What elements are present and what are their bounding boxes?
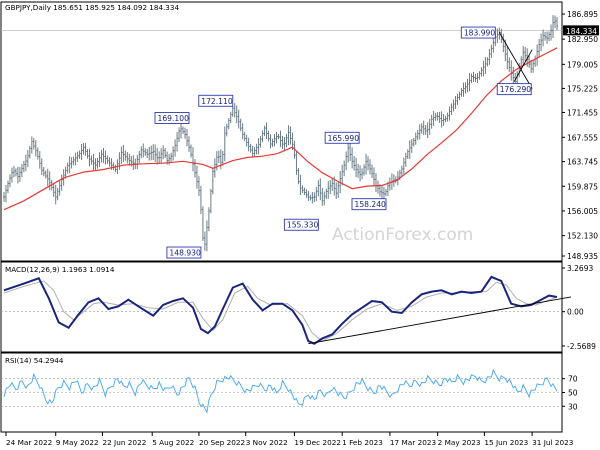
- macd-header: MACD(12,26,9) 1.1963 1.0914: [5, 265, 115, 274]
- rsi-y-tick-label: 30: [568, 402, 578, 411]
- annotation-label: 169.100: [158, 114, 190, 123]
- price-y-tick-label: 171.455: [567, 108, 598, 117]
- annotation-box: [460, 26, 496, 39]
- x-tick-label: 1 Feb 2023: [342, 438, 383, 447]
- x-tick-label: 17 Mar 2023: [390, 438, 437, 447]
- annotation-box: [496, 83, 532, 96]
- price-bars: [3, 15, 558, 252]
- annotation-label: 165.990: [328, 134, 360, 143]
- x-tick-label: 20 Sep 2022: [199, 438, 245, 447]
- macd-trendline: [308, 296, 572, 345]
- x-tick-label: 15 Jun 2023: [484, 438, 528, 447]
- annotation-label: 155.330: [287, 221, 319, 230]
- current-price-label: 184.334: [566, 27, 597, 36]
- price-y-tick-label: 159.875: [567, 182, 598, 191]
- wedge-line: [513, 49, 533, 82]
- price-y-tick-label: 179.005: [567, 60, 598, 69]
- x-tick-label: 24 Mar 2022: [6, 438, 52, 447]
- macd-y-tick-label: 0.00: [567, 308, 584, 317]
- wedge-line: [498, 32, 533, 89]
- macd-frame: [0, 261, 563, 353]
- rsi-y-tick-label: 70: [568, 375, 578, 384]
- annotation-label: 158.240: [354, 200, 386, 209]
- price-y-tick-label: 186.895: [567, 10, 598, 19]
- price-y-tick-label: 152.130: [567, 232, 598, 241]
- macd-panel: 3.2693 0.00 -2.5689 MACD(12,26,9) 1.1963 1.…: [0, 261, 596, 353]
- price-y-tick-label: 148.935: [567, 252, 598, 261]
- x-tick-label: 3 Nov 2022: [246, 438, 288, 447]
- price-y-tick-label: 175.225: [567, 84, 598, 93]
- price-y-tick-label: 163.745: [567, 158, 598, 167]
- rsi-line: [3, 368, 558, 414]
- price-y-tick-label: 182.950: [567, 35, 598, 44]
- annotation-label: 148.930: [169, 249, 201, 258]
- x-tick-label: 2 May 2023: [438, 438, 481, 447]
- annotation-box: [283, 218, 319, 231]
- annotation-box: [324, 131, 360, 144]
- x-tick-label: 5 Aug 2022: [152, 438, 194, 447]
- price-y-tick-label: 156.005: [567, 207, 598, 216]
- price-frame: [0, 1, 563, 262]
- annotation-box: [198, 94, 234, 107]
- annotation-label: 176.290: [500, 85, 532, 94]
- x-tick-label: 19 Dec 2022: [294, 438, 341, 447]
- macd-line: [3, 275, 558, 345]
- macd-y-tick-label: 3.2693: [567, 264, 593, 273]
- rsi-header: RSI(14) 54.2944: [5, 356, 64, 365]
- annotation-label: 183.990: [464, 29, 496, 38]
- x-axis: 24 Mar 2022 9 May 2022 22 Jun 2022 5 Aug 20…: [5, 432, 574, 447]
- watermark: ActionForex.com: [332, 225, 473, 245]
- x-tick-label: 31 Jul 2023: [532, 438, 574, 447]
- annotation-box: [154, 112, 190, 124]
- x-tick-label: 22 Jun 2022: [102, 438, 146, 447]
- price-panel: 186.895 182.950 179.005 175.225 171.455 167.5…: [0, 1, 599, 262]
- macd-y-tick-label: -2.5689: [567, 342, 596, 351]
- price-y-tick-label: 167.555: [567, 133, 598, 142]
- annotation-box: [166, 246, 202, 259]
- rsi-y-tick-label: 50: [568, 389, 578, 398]
- x-tick-label: 9 May 2022: [56, 438, 99, 447]
- rsi-panel: 70 50 30 RSI(14) 54.2944: [0, 352, 578, 433]
- annotation-box: [351, 198, 387, 211]
- annotation-label: 172.110: [201, 97, 233, 106]
- current-price-box: [563, 25, 599, 36]
- moving-average-line: [3, 47, 558, 211]
- price-header: GBPJPY,Daily 185.651 185.925 184.092 184…: [5, 3, 179, 12]
